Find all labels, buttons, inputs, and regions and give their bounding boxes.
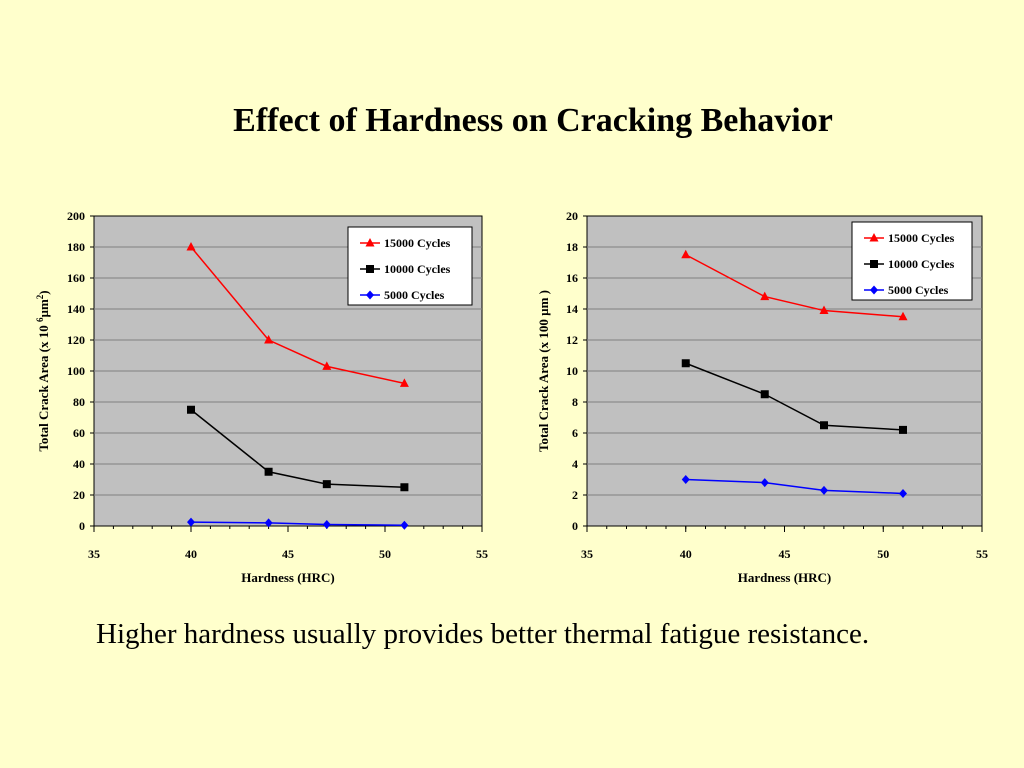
series-5000-cycles (681, 475, 907, 498)
data-point (322, 361, 332, 370)
series-line (685, 478, 904, 495)
y-tick-label: 18 (566, 240, 578, 254)
x-tick-label: 55 (976, 547, 988, 561)
series-line (685, 254, 904, 318)
legend-label: 15000 Cycles (888, 231, 955, 245)
data-point (899, 488, 907, 498)
legend-label: 5000 Cycles (384, 288, 445, 302)
data-point (819, 305, 829, 315)
y-tick-label: 10 (566, 364, 578, 378)
data-point (400, 483, 409, 492)
data-point (399, 378, 409, 387)
y-tick-label: 2 (572, 488, 578, 502)
series-10000-cycles (187, 405, 409, 492)
data-point (187, 517, 195, 527)
legend-label: 10000 Cycles (888, 257, 955, 271)
data-point (400, 520, 409, 530)
y-tick-label: 6 (572, 426, 578, 440)
data-point (899, 425, 907, 434)
x-tick-label: 50 (379, 547, 391, 561)
y-tick-label: 160 (67, 271, 85, 285)
chart-crack-area-left: 0 20 40 60 80 100 120 140 160 180 200 35 40 45 50 55 Har… (35, 209, 488, 585)
data-point (760, 478, 769, 488)
y-tick-label: 80 (73, 395, 85, 409)
y-tick-label: 0 (572, 519, 578, 533)
data-point (820, 421, 828, 430)
y-tick-label: 100 (67, 364, 85, 378)
data-point (681, 359, 690, 368)
slide-title: Effect of Hardness on Cracking Behavior (233, 102, 833, 139)
data-point (187, 405, 195, 414)
series-5000-cycles (187, 517, 409, 530)
legend: 15000 Cycles 10000 Cycles 5000 Cycles (347, 226, 473, 306)
y-tick-label: 120 (67, 333, 85, 347)
series-15000-cycles (681, 249, 908, 321)
x-tick-label: 45 (779, 547, 791, 561)
data-point (264, 335, 274, 344)
x-tick-label: 50 (877, 547, 889, 561)
slide-caption: Higher hardness usually provides better … (96, 618, 870, 650)
series-line (685, 362, 904, 431)
series-line (190, 521, 405, 526)
y-tick-label: 12 (566, 333, 578, 347)
series-15000-cycles (186, 242, 409, 387)
x-axis-label: Hardness (HRC) (738, 570, 832, 585)
data-point (760, 390, 769, 399)
legend-marker (869, 233, 879, 242)
x-tick-label: 45 (282, 547, 294, 561)
data-point (264, 467, 273, 476)
chart-crack-area-right: 0 2 4 6 8 10 12 14 16 18 20 35 40 45 50 55 Hardness (HRC… (536, 209, 988, 585)
y-tick-label: 16 (566, 271, 578, 285)
y-tick-label: 60 (73, 426, 85, 440)
x-axis-label: Hardness (HRC) (241, 570, 335, 585)
y-tick-label: 200 (67, 209, 85, 223)
x-tick-label: 35 (581, 547, 593, 561)
legend-marker (870, 260, 878, 268)
y-tick-label: 180 (67, 240, 85, 254)
legend-marker (366, 265, 374, 273)
data-point (322, 480, 331, 489)
y-tick-label: 20 (566, 209, 578, 223)
series-line (190, 246, 405, 385)
legend-label: 10000 Cycles (384, 262, 451, 276)
series-line (190, 409, 405, 488)
y-axis-label: Total Crack Area (x 10 6µm2) (35, 290, 51, 451)
legend: 15000 Cycles 10000 Cycles 5000 Cycles (851, 221, 973, 301)
y-tick-label: 14 (566, 302, 578, 316)
y-axis-label: Total Crack Area (x 100 µm ) (536, 290, 551, 452)
data-point (760, 291, 770, 301)
data-point (898, 311, 908, 321)
legend-marker (366, 290, 374, 300)
data-point (186, 242, 196, 251)
x-tick-label: 40 (680, 547, 692, 561)
x-tick-label: 55 (476, 547, 488, 561)
y-tick-label: 140 (67, 302, 85, 316)
y-tick-label: 20 (73, 488, 85, 502)
y-tick-label: 4 (572, 457, 578, 471)
data-point (681, 475, 690, 484)
series-10000-cycles (681, 359, 907, 434)
y-tick-label: 0 (79, 519, 85, 533)
x-tick-label: 40 (185, 547, 197, 561)
data-point (264, 518, 273, 528)
legend-marker (870, 285, 878, 295)
legend-label: 15000 Cycles (384, 236, 451, 250)
x-tick-label: 35 (88, 547, 100, 561)
data-point (681, 249, 691, 259)
legend-marker (365, 238, 375, 247)
data-point (820, 485, 828, 495)
data-point (322, 519, 331, 529)
y-tick-label: 40 (73, 457, 85, 471)
legend-label: 5000 Cycles (888, 283, 949, 297)
y-tick-label: 8 (572, 395, 578, 409)
